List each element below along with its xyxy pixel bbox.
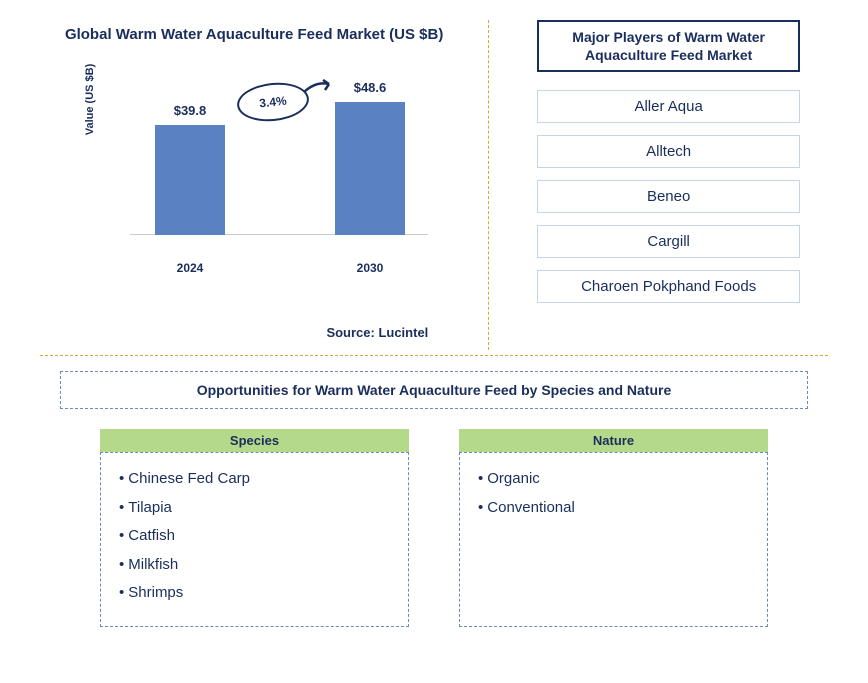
growth-callout: 3.4% xyxy=(237,83,309,121)
player-item: Beneo xyxy=(537,180,800,213)
list-item: •Organic xyxy=(478,465,749,494)
nature-list: •Organic •Conventional xyxy=(459,452,768,627)
bar-chart: Value (US $B) $39.8 $48.6 3.4% xyxy=(100,75,448,255)
player-item: Aller Aqua xyxy=(537,90,800,123)
opportunities-columns: Species •Chinese Fed Carp •Tilapia •Catf… xyxy=(40,429,828,627)
bar-2024: $39.8 xyxy=(155,125,225,235)
x-tick-2030: 2030 xyxy=(335,261,405,275)
bar-label-2030: $48.6 xyxy=(335,80,405,95)
plot-area: $39.8 $48.6 3.4% xyxy=(130,75,428,235)
top-section: Global Warm Water Aquaculture Feed Marke… xyxy=(40,20,828,350)
chart-panel: Global Warm Water Aquaculture Feed Marke… xyxy=(40,20,468,350)
bar-2030: $48.6 xyxy=(335,102,405,235)
bar-label-2024: $39.8 xyxy=(155,103,225,118)
chart-title: Global Warm Water Aquaculture Feed Marke… xyxy=(60,25,448,45)
list-item: •Conventional xyxy=(478,494,749,523)
list-item: •Milkfish xyxy=(119,551,390,580)
arrow-icon xyxy=(304,79,339,99)
list-item: •Catfish xyxy=(119,522,390,551)
growth-ellipse: 3.4% xyxy=(235,79,311,124)
growth-rate: 3.4% xyxy=(259,93,288,110)
player-item: Alltech xyxy=(537,135,800,168)
species-header: Species xyxy=(100,429,409,452)
nature-column: Nature •Organic •Conventional xyxy=(459,429,768,627)
list-item: •Chinese Fed Carp xyxy=(119,465,390,494)
vertical-divider xyxy=(488,20,489,350)
horizontal-divider xyxy=(40,355,828,356)
player-item: Charoen Pokphand Foods xyxy=(537,270,800,303)
player-item: Cargill xyxy=(537,225,800,258)
source-label: Source: Lucintel xyxy=(326,325,428,340)
species-list: •Chinese Fed Carp •Tilapia •Catfish •Mil… xyxy=(100,452,409,627)
species-column: Species •Chinese Fed Carp •Tilapia •Catf… xyxy=(100,429,409,627)
y-axis-label: Value (US $B) xyxy=(84,63,96,135)
list-item: •Shrimps xyxy=(119,579,390,608)
x-tick-2024: 2024 xyxy=(155,261,225,275)
players-title: Major Players of Warm Water Aquaculture … xyxy=(537,20,800,72)
nature-header: Nature xyxy=(459,429,768,452)
players-panel: Major Players of Warm Water Aquaculture … xyxy=(509,20,828,350)
opportunities-title: Opportunities for Warm Water Aquaculture… xyxy=(60,371,808,409)
list-item: •Tilapia xyxy=(119,494,390,523)
